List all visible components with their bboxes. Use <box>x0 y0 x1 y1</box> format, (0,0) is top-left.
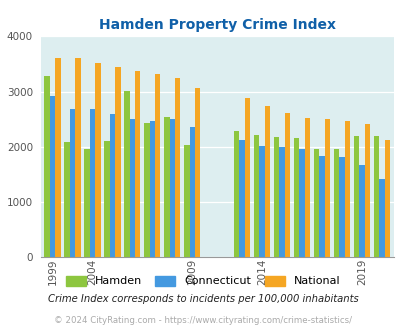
Bar <box>75 58 81 257</box>
Bar <box>70 109 75 257</box>
Bar <box>254 135 259 257</box>
Bar <box>84 149 90 257</box>
Bar <box>90 109 95 257</box>
Bar <box>298 149 304 257</box>
Bar <box>279 148 284 257</box>
Bar <box>358 165 364 257</box>
Bar <box>184 145 189 257</box>
Bar <box>284 113 290 257</box>
Bar <box>149 121 155 257</box>
Bar <box>164 117 169 257</box>
Bar <box>124 91 129 257</box>
Bar <box>144 122 149 257</box>
Bar <box>95 63 100 257</box>
Bar <box>45 76 50 257</box>
Bar <box>364 124 369 257</box>
Bar <box>109 114 115 257</box>
Bar <box>155 75 160 257</box>
Bar <box>135 71 140 257</box>
Bar <box>293 138 298 257</box>
Bar <box>333 149 339 257</box>
Bar <box>104 141 109 257</box>
Bar <box>239 140 244 257</box>
Bar <box>169 119 175 257</box>
Bar <box>324 119 329 257</box>
Bar <box>264 107 270 257</box>
Bar <box>304 117 309 257</box>
Bar <box>378 179 384 257</box>
Bar <box>64 143 70 257</box>
Bar <box>115 67 120 257</box>
Bar <box>234 131 239 257</box>
Bar <box>339 157 344 257</box>
Bar <box>353 136 358 257</box>
Bar <box>189 127 194 257</box>
Bar <box>50 96 55 257</box>
Bar <box>175 78 180 257</box>
Bar <box>259 146 264 257</box>
Bar <box>273 137 279 257</box>
Legend: Hamden, Connecticut, National: Hamden, Connecticut, National <box>62 271 343 291</box>
Title: Hamden Property Crime Index: Hamden Property Crime Index <box>98 18 335 32</box>
Bar <box>129 119 135 257</box>
Bar <box>55 58 60 257</box>
Bar <box>384 140 389 257</box>
Bar <box>318 156 324 257</box>
Bar <box>344 121 349 257</box>
Bar <box>194 88 200 257</box>
Bar <box>373 136 378 257</box>
Bar <box>244 98 249 257</box>
Bar <box>313 148 318 257</box>
Text: © 2024 CityRating.com - https://www.cityrating.com/crime-statistics/: © 2024 CityRating.com - https://www.city… <box>54 316 351 325</box>
Text: Crime Index corresponds to incidents per 100,000 inhabitants: Crime Index corresponds to incidents per… <box>47 294 358 304</box>
